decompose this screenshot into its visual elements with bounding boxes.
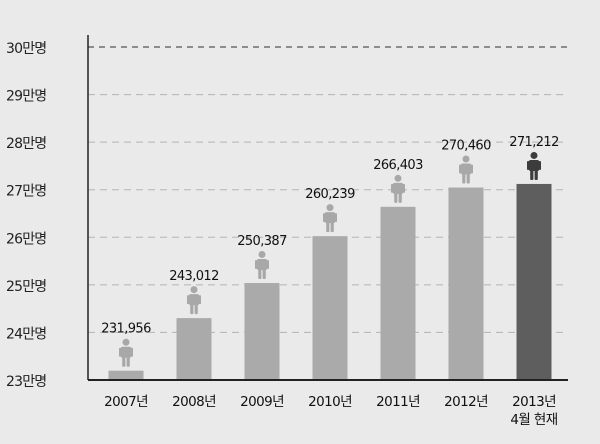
bar: [448, 187, 484, 380]
person-icon: [391, 174, 405, 203]
y-tick-label: 27만명: [6, 184, 46, 200]
person-icon: [255, 251, 269, 280]
x-tick-label: 2009년: [240, 394, 284, 410]
x-tick-label: 2010년: [308, 394, 352, 410]
data-label: 266,403: [373, 158, 423, 173]
y-tick-label: 23만명: [6, 374, 46, 390]
person-icon: [323, 204, 337, 233]
bar: [516, 183, 552, 380]
bar: [380, 206, 416, 380]
data-label: 260,239: [305, 187, 355, 202]
person-icon: [527, 151, 541, 180]
data-label: 250,387: [237, 234, 287, 249]
y-tick-label: 30만명: [6, 41, 46, 57]
person-icon: [187, 286, 201, 315]
y-tick-label: 26만명: [6, 231, 46, 247]
y-tick-label: 25만명: [6, 279, 46, 295]
data-label: 271,212: [509, 135, 559, 150]
y-tick-label: 24만명: [6, 326, 46, 342]
bar: [176, 318, 212, 380]
bar: [312, 236, 348, 380]
bar: [108, 370, 144, 380]
x-tick-label: 2008년: [172, 394, 216, 410]
data-label: 270,460: [441, 139, 491, 154]
x-tick-label: 2013년 4월 현재: [510, 394, 557, 428]
y-tick-label: 29만명: [6, 89, 46, 105]
x-tick-label: 2012년: [444, 394, 488, 410]
person-icon: [459, 155, 473, 184]
data-label: 243,012: [169, 269, 219, 284]
x-tick-label: 2011년: [376, 394, 420, 410]
data-label: 231,956: [101, 322, 151, 337]
y-tick-label: 28만명: [6, 136, 46, 152]
bar: [244, 283, 280, 380]
person-icon: [119, 338, 133, 367]
x-tick-label: 2007년: [104, 394, 148, 410]
